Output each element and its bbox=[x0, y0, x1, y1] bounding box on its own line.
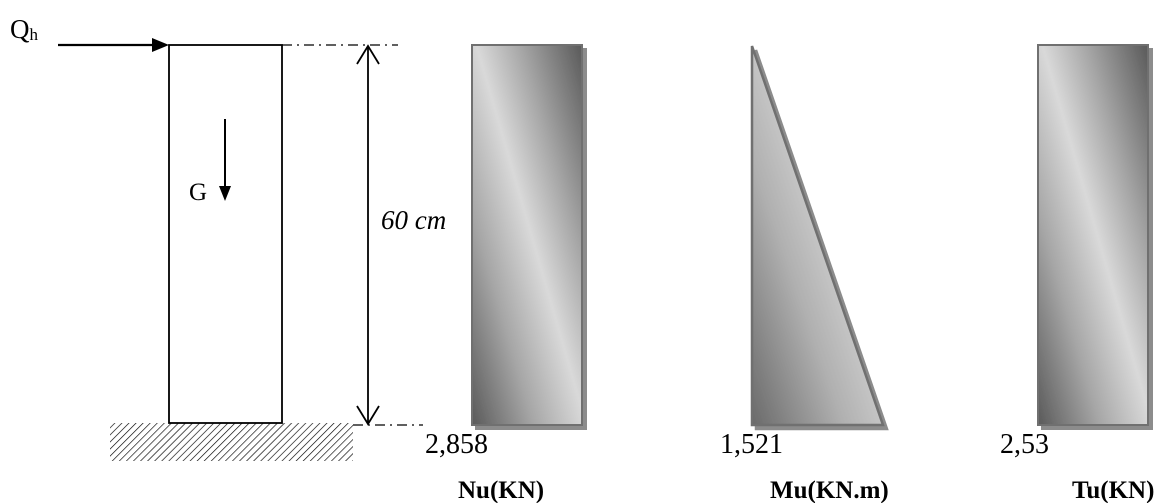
mu-title: Mu(KN.m) bbox=[770, 477, 889, 503]
horizontal-load-subscript: h bbox=[29, 25, 39, 44]
ground-hatching bbox=[110, 423, 353, 461]
tu-diagram bbox=[1037, 44, 1149, 426]
nu-value: 2,858 bbox=[425, 429, 488, 460]
weight-arrow bbox=[219, 119, 231, 201]
tu-title: Tu(KN) bbox=[1072, 477, 1155, 503]
height-dimension-label: 60 cm bbox=[381, 205, 447, 235]
height-dimension-line bbox=[356, 44, 380, 426]
nu-title: Nu(KN) bbox=[458, 477, 545, 503]
weight-label: G bbox=[189, 179, 208, 206]
horizontal-load-symbol: Q bbox=[10, 14, 30, 44]
column-element bbox=[168, 44, 283, 424]
tu-value: 2,53 bbox=[1000, 429, 1049, 460]
mu-diagram bbox=[750, 45, 885, 427]
horizontal-load-label: Qh bbox=[10, 14, 39, 44]
mu-value: 1,521 bbox=[720, 429, 783, 460]
nu-diagram bbox=[471, 44, 583, 426]
horizontal-load-arrow bbox=[58, 38, 169, 52]
